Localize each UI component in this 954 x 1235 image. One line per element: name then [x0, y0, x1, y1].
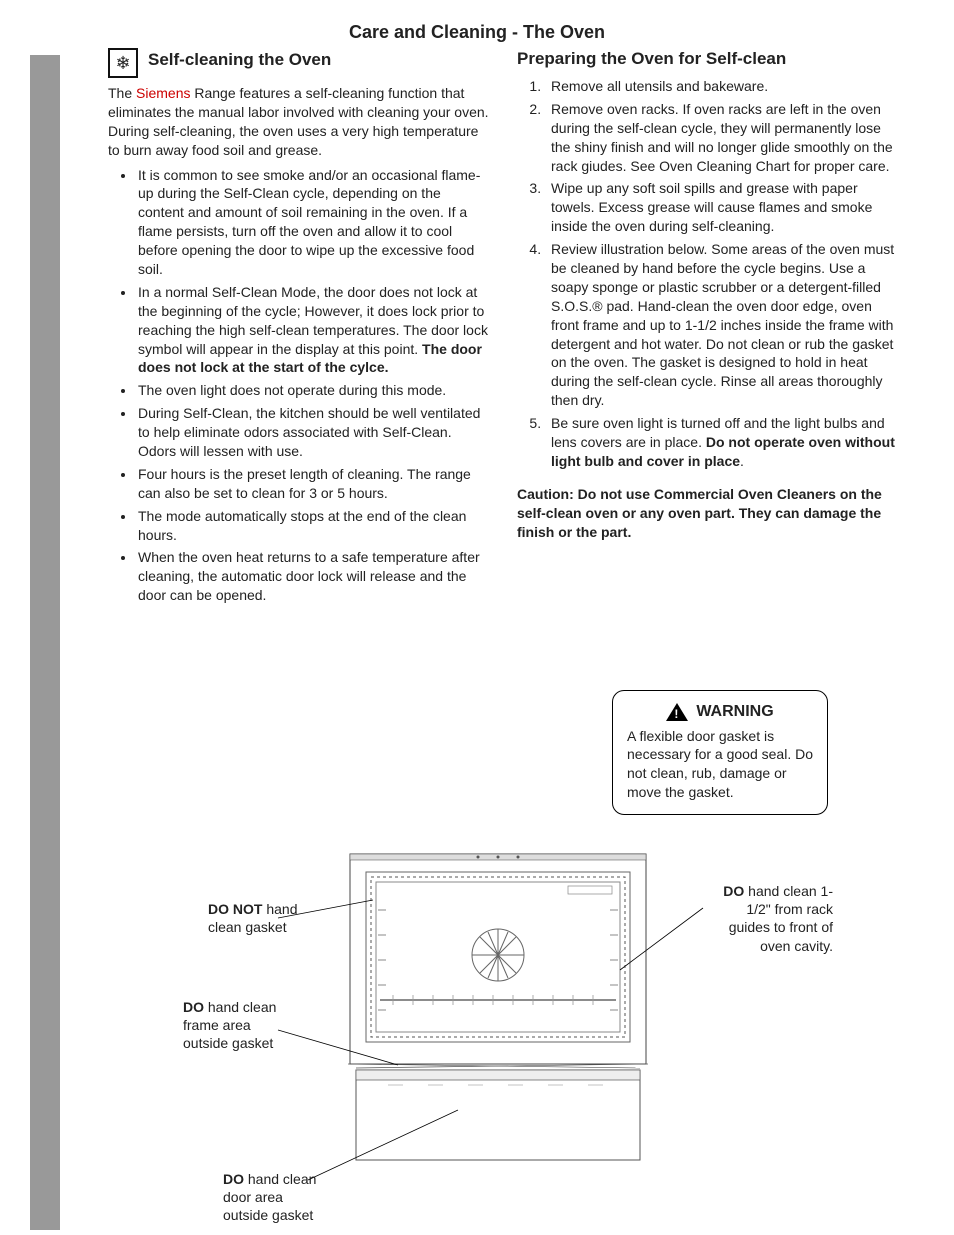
- warning-head: WARNING: [627, 701, 813, 723]
- callout-text: hand clean 1-1/2" from rack guides to fr…: [729, 883, 833, 954]
- oven-illustration: [348, 850, 648, 1170]
- left-column: ❄ Self-cleaning the Oven The Siemens Ran…: [108, 48, 489, 609]
- callout-do-not-gasket: DO NOT hand clean gasket: [208, 900, 298, 936]
- bullet-item: It is common to see smoke and/or an occa…: [136, 166, 489, 279]
- callout-do-door: DO hand clean door area outside gasket: [223, 1170, 323, 1225]
- sidebar-tab: Care and Cleaning: [30, 55, 60, 1230]
- intro-paragraph: The Siemens Range features a self-cleani…: [108, 84, 489, 160]
- bullet-item: The oven light does not operate during t…: [136, 381, 489, 400]
- callout-bold: DO: [723, 883, 744, 899]
- bullet-item: The mode automatically stops at the end …: [136, 507, 489, 545]
- callout-do-frame: DO hand clean frame area outside gasket: [183, 998, 283, 1053]
- left-heading-row: ❄ Self-cleaning the Oven: [108, 48, 489, 78]
- diagram-area: DO NOT hand clean gasket DO hand clean f…: [108, 850, 898, 1230]
- warning-icon: [666, 703, 688, 721]
- step-item: Remove oven racks. If oven racks are lef…: [545, 100, 898, 176]
- sidebar-label: Care and Cleaning: [61, 715, 100, 1075]
- page-title: Care and Cleaning - The Oven: [0, 22, 954, 43]
- step-item: Remove all utensils and bakeware.: [545, 77, 898, 96]
- callout-bold: DO NOT: [208, 901, 262, 917]
- caution-text: Caution: Do not use Commercial Oven Clea…: [517, 485, 898, 542]
- step-item: Be sure oven light is turned off and the…: [545, 414, 898, 471]
- bullet-item: In a normal Self-Clean Mode, the door do…: [136, 283, 489, 377]
- callout-bold: DO: [223, 1171, 244, 1187]
- step-item: Wipe up any soft soil spills and grease …: [545, 179, 898, 236]
- warning-title: WARNING: [696, 701, 773, 723]
- bullet-item: When the oven heat returns to a safe tem…: [136, 548, 489, 605]
- steps-list: Remove all utensils and bakeware. Remove…: [517, 77, 898, 471]
- callout-bold: DO: [183, 999, 204, 1015]
- right-heading: Preparing the Oven for Self-clean: [517, 48, 898, 71]
- bullet-list: It is common to see smoke and/or an occa…: [108, 166, 489, 606]
- right-column: Preparing the Oven for Self-clean Remove…: [517, 48, 898, 609]
- snowflake-icon: ❄: [108, 48, 138, 78]
- callout-do-rack-guides: DO hand clean 1-1/2" from rack guides to…: [703, 882, 833, 955]
- bullet-item: Four hours is the preset length of clean…: [136, 465, 489, 503]
- left-heading: Self-cleaning the Oven: [148, 49, 331, 72]
- intro-pre: The: [108, 85, 136, 101]
- content-columns: ❄ Self-cleaning the Oven The Siemens Ran…: [108, 48, 898, 609]
- brand-name: Siemens: [136, 85, 190, 101]
- warning-box: WARNING A flexible door gasket is necess…: [612, 690, 828, 815]
- bullet-item: During Self-Clean, the kitchen should be…: [136, 404, 489, 461]
- warning-body: A flexible door gasket is necessary for …: [627, 727, 813, 803]
- step-item: Review illustration below. Some areas of…: [545, 240, 898, 410]
